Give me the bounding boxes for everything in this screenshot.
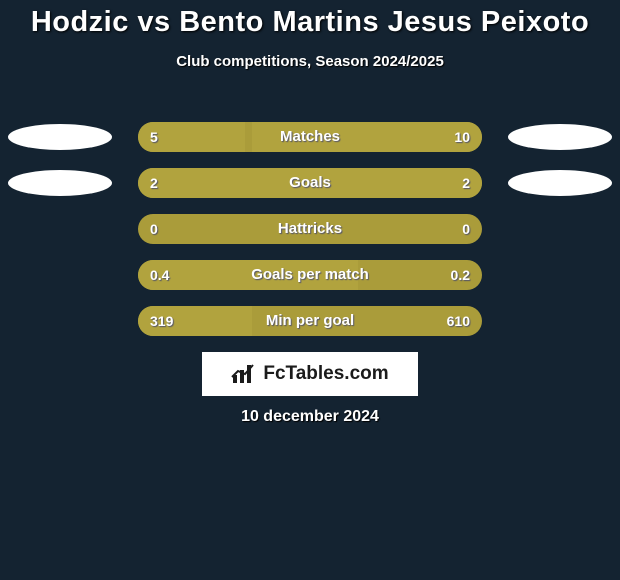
chart-icon [231, 363, 257, 385]
comparison-card: Hodzic vs Bento Martins Jesus Peixoto Cl… [0, 0, 620, 580]
date-text: 10 december 2024 [0, 408, 620, 426]
stat-row: 0.40.2Goals per match [0, 260, 620, 290]
stat-bar: 510Matches [138, 122, 482, 152]
player-right-icon [508, 170, 612, 196]
stat-row: 510Matches [0, 122, 620, 152]
stat-bar: 22Goals [138, 168, 482, 198]
page-subtitle: Club competitions, Season 2024/2025 [0, 53, 620, 70]
stat-right-value: 610 [447, 306, 470, 336]
brand-badge[interactable]: FcTables.com [202, 352, 418, 396]
stat-right-value: 0.2 [451, 260, 470, 290]
stat-bar: 0 0Hattricks [138, 214, 482, 244]
stat-right-value: 0 [462, 214, 470, 244]
stat-bar-left-fill [138, 306, 252, 336]
stat-bar-left-fill [138, 168, 310, 198]
brand-text: FcTables.com [263, 363, 388, 385]
stat-label: Hattricks [138, 214, 482, 244]
stat-row: 0 0Hattricks [0, 214, 620, 244]
stat-bar: 319610Min per goal [138, 306, 482, 336]
stat-bar-right-fill [252, 122, 482, 152]
stat-bar: 0.40.2Goals per match [138, 260, 482, 290]
stat-bar-right-fill [310, 168, 482, 198]
stat-rows: 510Matches 22Goals 0 0Hattricks 0.40.2Goals … [0, 122, 620, 352]
page-title: Hodzic vs Bento Martins Jesus Peixoto [0, 0, 620, 39]
player-left-icon [8, 124, 112, 150]
stat-row: 319610Min per goal [0, 306, 620, 336]
stat-bar-left-fill [138, 122, 245, 152]
stat-row: 22Goals [0, 168, 620, 198]
stat-left-value: 0 [150, 214, 158, 244]
stat-bar-left-fill [138, 260, 358, 290]
player-left-icon [8, 170, 112, 196]
player-right-icon [508, 124, 612, 150]
